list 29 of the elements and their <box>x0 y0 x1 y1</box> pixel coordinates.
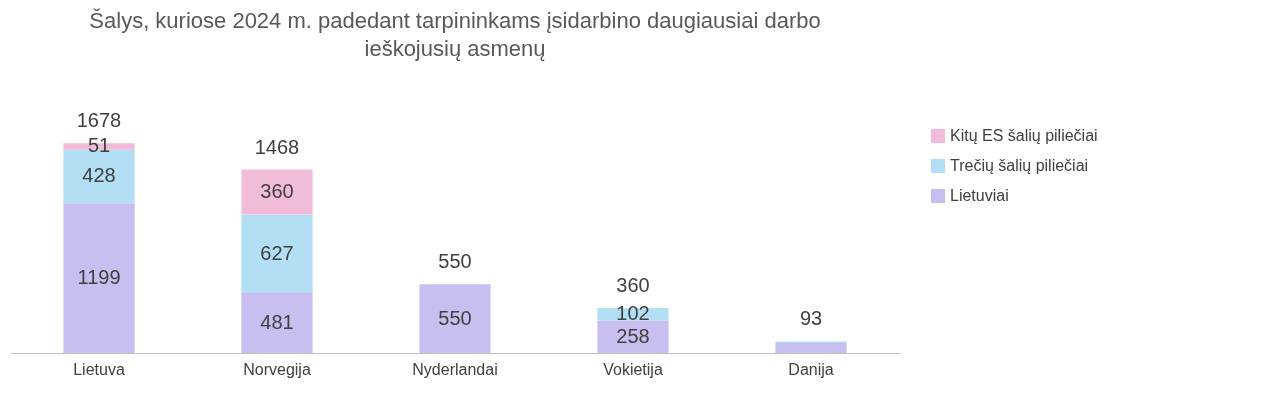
total-label: 1678 <box>76 109 122 132</box>
total-label: 360 <box>616 274 650 296</box>
data-label: 481 <box>260 310 294 333</box>
total-label: 550 <box>438 250 472 273</box>
data-label: 51 <box>87 134 111 157</box>
data-label: 428 <box>82 164 116 187</box>
data-label: 360 <box>260 180 294 202</box>
x-tick-label: Norvegija <box>243 360 311 378</box>
legend-label: Kitų ES šalių piliečiai <box>950 127 1098 144</box>
data-label: 627 <box>260 241 294 264</box>
bar <box>775 343 847 353</box>
x-tick-label: Lietuva <box>73 360 125 378</box>
chart-title: Šalys, kuriose 2024 m. padedant tarpininkams įsidarbino daugiausiai darbo ieškojusių asmenų <box>89 8 821 62</box>
legend-label: Trečių šalių piliečiai <box>950 157 1089 174</box>
x-tick-label: Nyderlandai <box>412 360 498 378</box>
bar <box>241 214 313 293</box>
bar <box>63 203 135 353</box>
x-tick-label: Danija <box>788 360 834 378</box>
total-label: 93 <box>799 307 823 330</box>
data-label: 550 <box>438 306 472 329</box>
bar <box>241 292 313 353</box>
data-label: 102 <box>616 302 650 325</box>
total-label: 1468 <box>254 135 300 158</box>
bar <box>419 284 491 353</box>
legend-label: Lietuviai <box>950 187 1009 204</box>
bar <box>241 169 313 215</box>
data-label: 258 <box>616 324 650 347</box>
x-tick-label: Vokietija <box>603 360 663 378</box>
data-label: 1199 <box>77 266 121 289</box>
